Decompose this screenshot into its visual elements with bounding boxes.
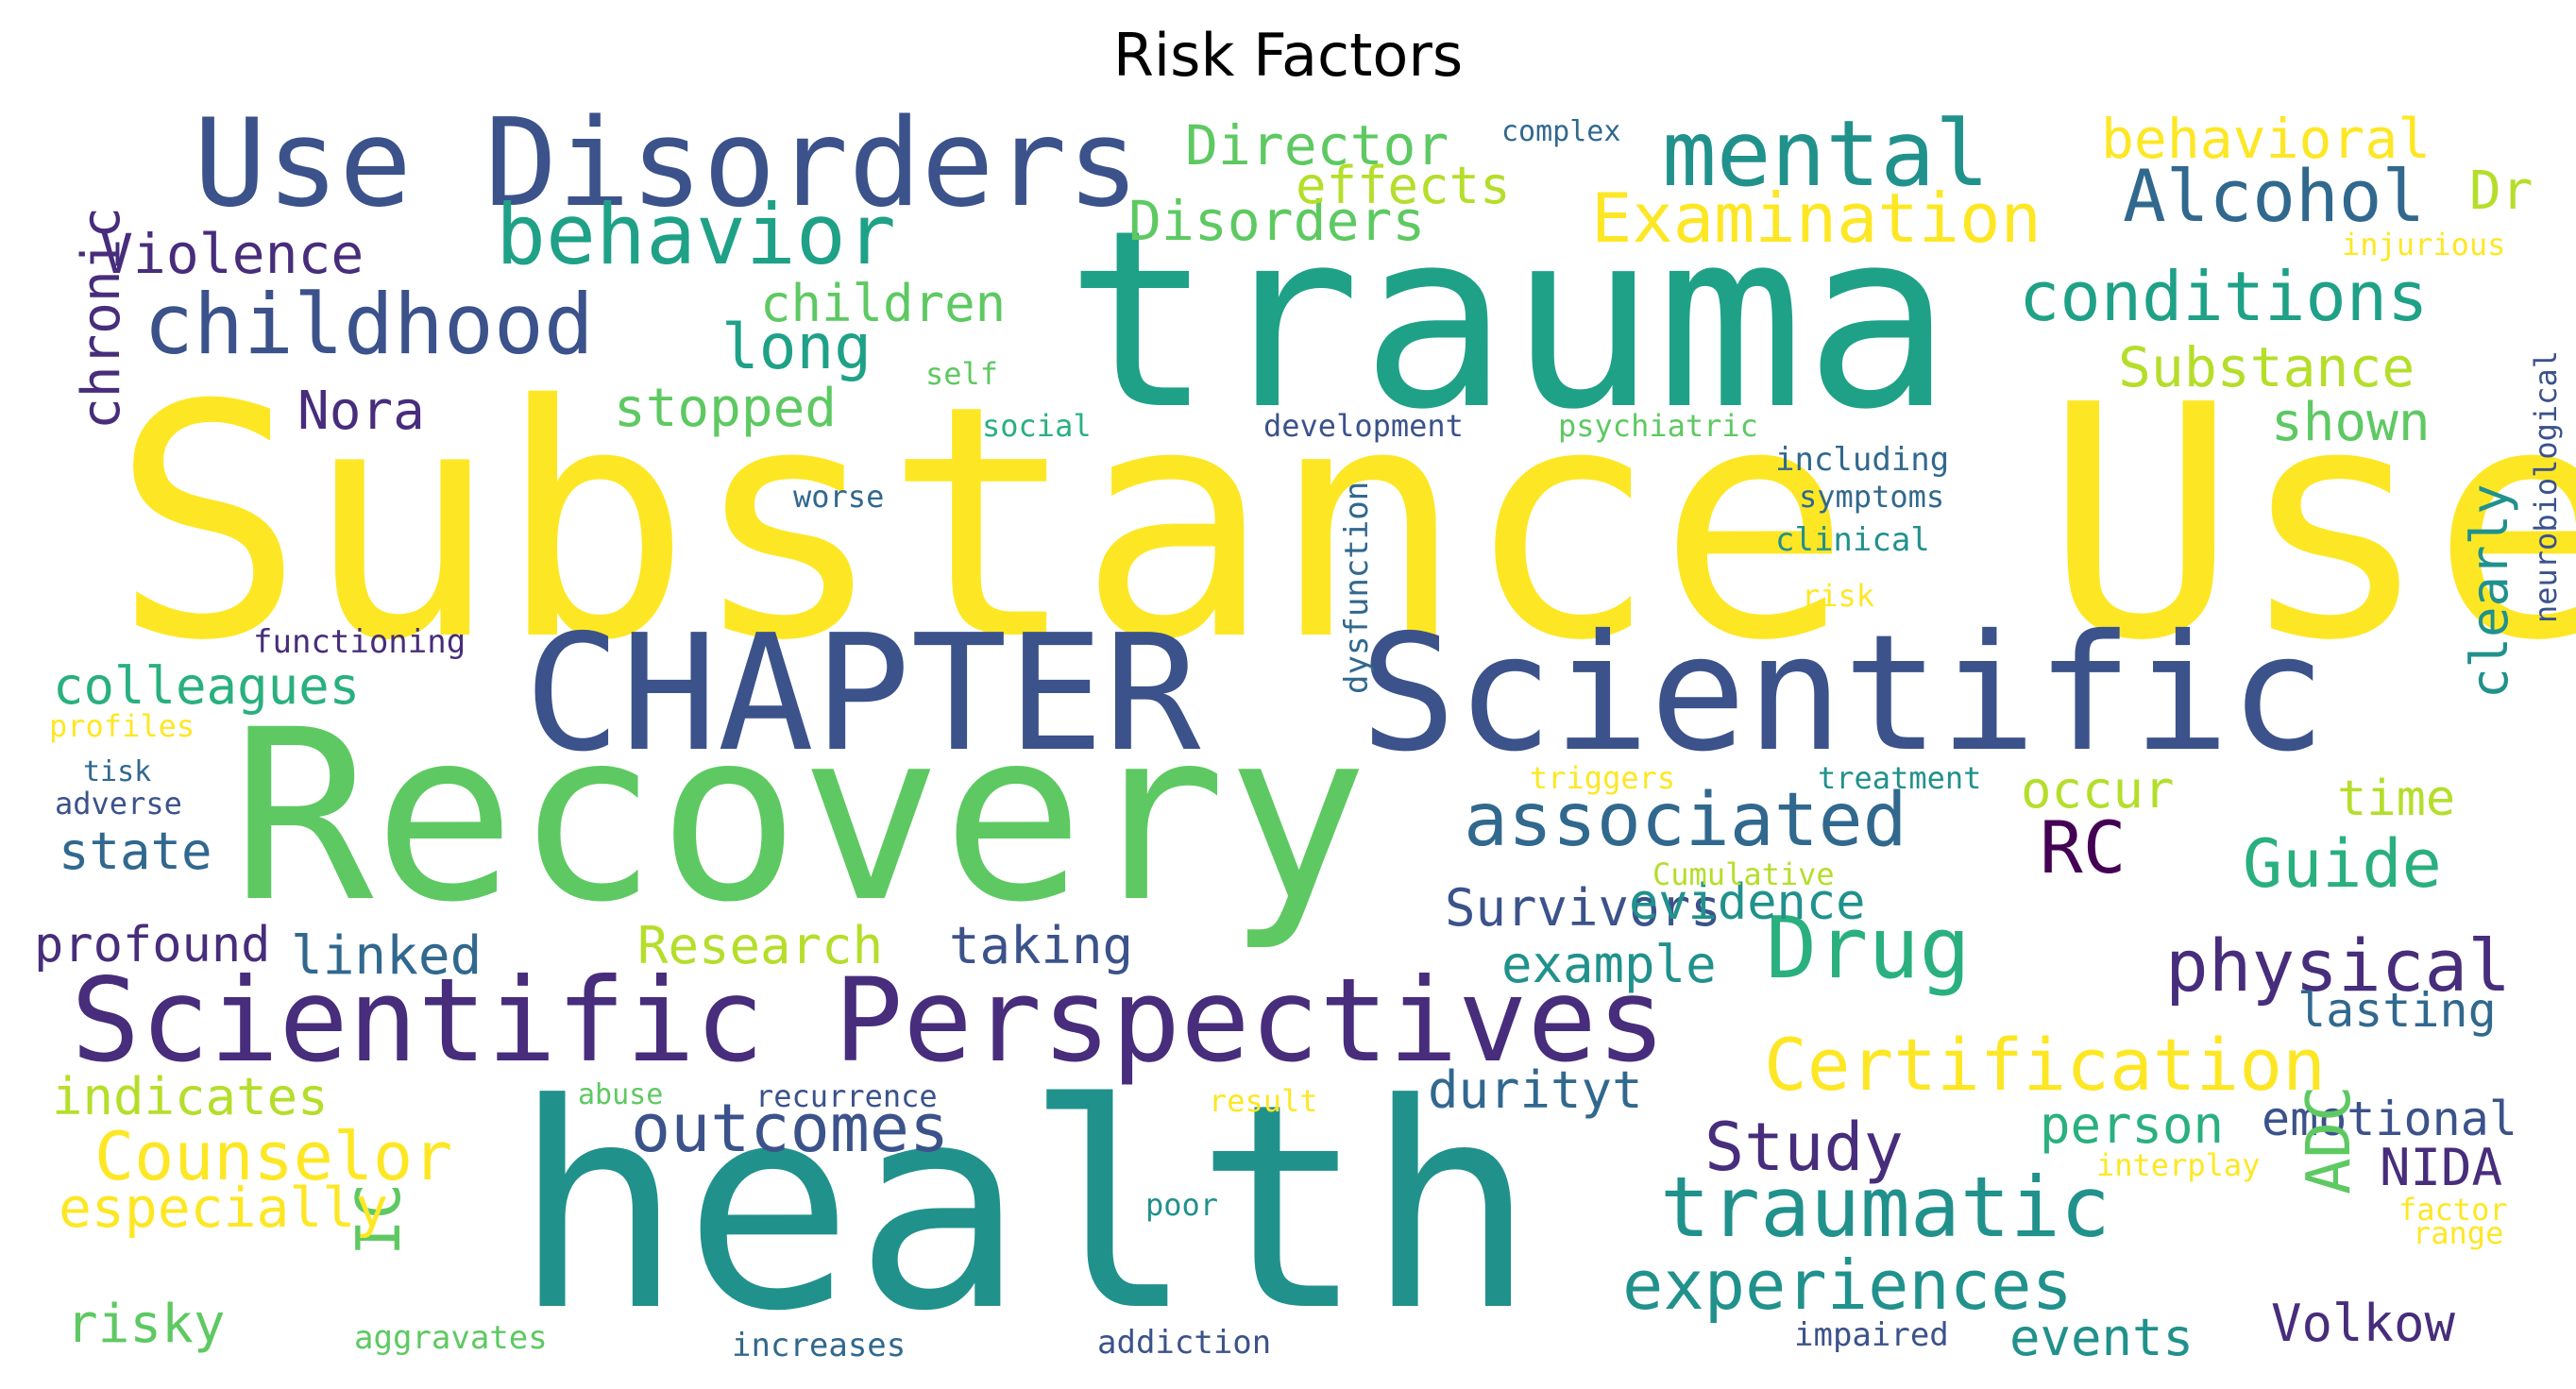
word-profound: profound <box>34 917 271 974</box>
word-chapter: CHAPTER <box>524 601 1201 788</box>
word-evidence: evidence <box>1629 874 1866 931</box>
word-abuse: abuse <box>578 1078 664 1111</box>
word-director: Director <box>1185 113 1449 178</box>
word-behavior: behavior <box>496 186 896 283</box>
word-chronic: chronic <box>71 206 132 430</box>
word-poor: poor <box>1145 1187 1219 1223</box>
word-substance-use: Substance Use <box>111 337 2576 711</box>
word-indicates: indicates <box>52 1067 329 1126</box>
word-events: events <box>2009 1308 2195 1367</box>
word-functioning: functioning <box>253 623 466 661</box>
word-scientific: Scientific <box>1360 601 2327 788</box>
word-development: development <box>1263 408 1464 444</box>
word-recurrence: recurrence <box>755 1078 938 1114</box>
word-interplay: interplay <box>2096 1147 2261 1183</box>
word-adverse: adverse <box>55 786 182 822</box>
word-including: including <box>1775 441 1950 479</box>
word-study: Study <box>1704 1109 1904 1186</box>
word-addiction: addiction <box>1097 1324 1272 1362</box>
word-trauma: trauma <box>1065 178 1953 464</box>
word-durityt: durityt <box>1428 1060 1643 1120</box>
word-linked: linked <box>291 925 483 987</box>
word-alcohol: Alcohol <box>2123 154 2426 238</box>
word-health: health <box>513 1043 1536 1373</box>
word-effects: effects <box>1296 156 1511 215</box>
word-clearly: clearly <box>2460 483 2519 699</box>
word-risk: risk <box>1802 578 1875 614</box>
word-nida: NIDA <box>2380 1138 2503 1197</box>
word-occur: occur <box>2021 760 2175 820</box>
word-increases: increases <box>732 1327 907 1364</box>
word-colleagues: colleagues <box>53 656 361 716</box>
word-adc: ADC <box>2295 1085 2364 1194</box>
chart-title: Risk Factors <box>1112 21 1464 90</box>
word-outcomes: outcomes <box>631 1090 950 1167</box>
word-symptoms: symptoms <box>1799 479 1945 515</box>
word-dysfunction: dysfunction <box>1338 481 1376 694</box>
word-range: range <box>2413 1215 2504 1251</box>
word-experiences: experiences <box>1622 1245 2073 1325</box>
word-substance: Substance <box>2118 335 2415 399</box>
word-profiles: profiles <box>49 708 195 744</box>
word-factor: factor <box>2398 1192 2508 1228</box>
word-person: person <box>2040 1095 2225 1155</box>
word-examination: Examination <box>1591 178 2042 258</box>
word-violence: Violence <box>100 222 364 286</box>
word-state: state <box>59 822 212 881</box>
word-result: result <box>1209 1083 1318 1119</box>
word-impaired: impaired <box>1794 1316 1949 1354</box>
word-associated: associated <box>1464 778 1907 863</box>
word-triggers: triggers <box>1530 760 1676 796</box>
word-psychiatric: psychiatric <box>1558 408 1758 444</box>
word-traumatic: traumatic <box>1660 1159 2110 1256</box>
word-example: example <box>1501 935 1717 994</box>
word-volkow: Volkow <box>2271 1294 2456 1353</box>
word-stopped: stopped <box>614 378 838 439</box>
word-clinical: clinical <box>1775 521 1930 559</box>
word-aggravates: aggravates <box>354 1319 548 1357</box>
word-nora: Nora <box>297 381 425 442</box>
word-worse: worse <box>793 479 885 515</box>
word-cumulative: Cumulative <box>1652 856 1835 892</box>
word-dr: Dr <box>2469 161 2534 222</box>
word-recovery: Recovery <box>231 679 1369 954</box>
word-neurobiological: neurobiological <box>2528 350 2564 623</box>
word-mental: mental <box>1662 101 1990 207</box>
word-taking: taking <box>949 916 1134 975</box>
word-children: children <box>760 274 1007 333</box>
word-self: self <box>925 356 999 392</box>
word-shown: shown <box>2271 392 2431 453</box>
word-risky: risky <box>66 1294 226 1355</box>
word-guide: Guide <box>2243 825 2442 903</box>
word-survivors: Survivors <box>1445 878 1721 938</box>
word-social: social <box>982 408 1092 444</box>
word-lasting: lasting <box>2297 983 2497 1038</box>
word-behavioral: behavioral <box>2101 107 2432 171</box>
word-especially: especially <box>59 1176 389 1240</box>
word-scientific-perspectives: Scientific Perspectives <box>71 954 1667 1088</box>
word-certification: Certification <box>1764 1023 2326 1107</box>
word-drug: Drug <box>1766 899 1971 998</box>
word-research: Research <box>637 916 884 975</box>
word-disorders: Disorders <box>1128 189 1426 253</box>
word-long: long <box>721 311 872 383</box>
word-counselor: Counselor <box>94 1118 453 1195</box>
word-use-disorders: Use Disorders <box>194 93 1140 234</box>
word-time: time <box>2337 771 2456 827</box>
word-treatment: treatment <box>1818 760 1982 796</box>
word-emotional: emotional <box>2262 1092 2517 1146</box>
word-childhood: childhood <box>144 276 594 373</box>
word-conditions: conditions <box>2019 257 2429 336</box>
word-physical: physical <box>2165 923 2512 1008</box>
word-rc: RC <box>2040 805 2127 889</box>
word-injurious: injurious <box>2342 227 2506 263</box>
word-tisk: tisk <box>83 755 152 788</box>
word-complex: complex <box>1501 115 1621 148</box>
